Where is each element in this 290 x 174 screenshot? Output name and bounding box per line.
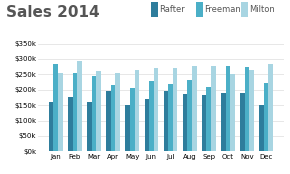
Bar: [68, 97, 72, 151]
Bar: [269, 64, 273, 151]
Bar: [211, 66, 216, 151]
Bar: [149, 81, 154, 151]
Bar: [130, 88, 135, 151]
Bar: [173, 68, 177, 151]
Bar: [92, 76, 96, 151]
Bar: [49, 102, 53, 151]
Bar: [245, 67, 249, 151]
Bar: [221, 93, 226, 151]
Bar: [106, 91, 111, 151]
Bar: [135, 70, 139, 151]
Text: Freeman: Freeman: [204, 5, 241, 14]
Bar: [96, 71, 101, 151]
Bar: [125, 105, 130, 151]
Bar: [72, 73, 77, 151]
Bar: [58, 73, 63, 151]
Bar: [154, 68, 158, 151]
Bar: [115, 73, 120, 151]
Bar: [240, 93, 245, 151]
Text: Milton: Milton: [249, 5, 275, 14]
Bar: [230, 74, 235, 151]
Bar: [87, 102, 92, 151]
Bar: [202, 95, 206, 151]
Bar: [53, 64, 58, 151]
Bar: [249, 70, 254, 151]
Bar: [144, 99, 149, 151]
Text: Rafter: Rafter: [160, 5, 185, 14]
Bar: [187, 80, 192, 151]
Text: Sales 2014: Sales 2014: [6, 5, 99, 20]
Bar: [259, 105, 264, 151]
Bar: [168, 84, 173, 151]
Bar: [192, 66, 197, 151]
Bar: [111, 85, 115, 151]
Bar: [77, 61, 82, 151]
Bar: [164, 91, 168, 151]
Bar: [264, 83, 269, 151]
Bar: [183, 94, 187, 151]
Bar: [226, 66, 230, 151]
Bar: [206, 87, 211, 151]
